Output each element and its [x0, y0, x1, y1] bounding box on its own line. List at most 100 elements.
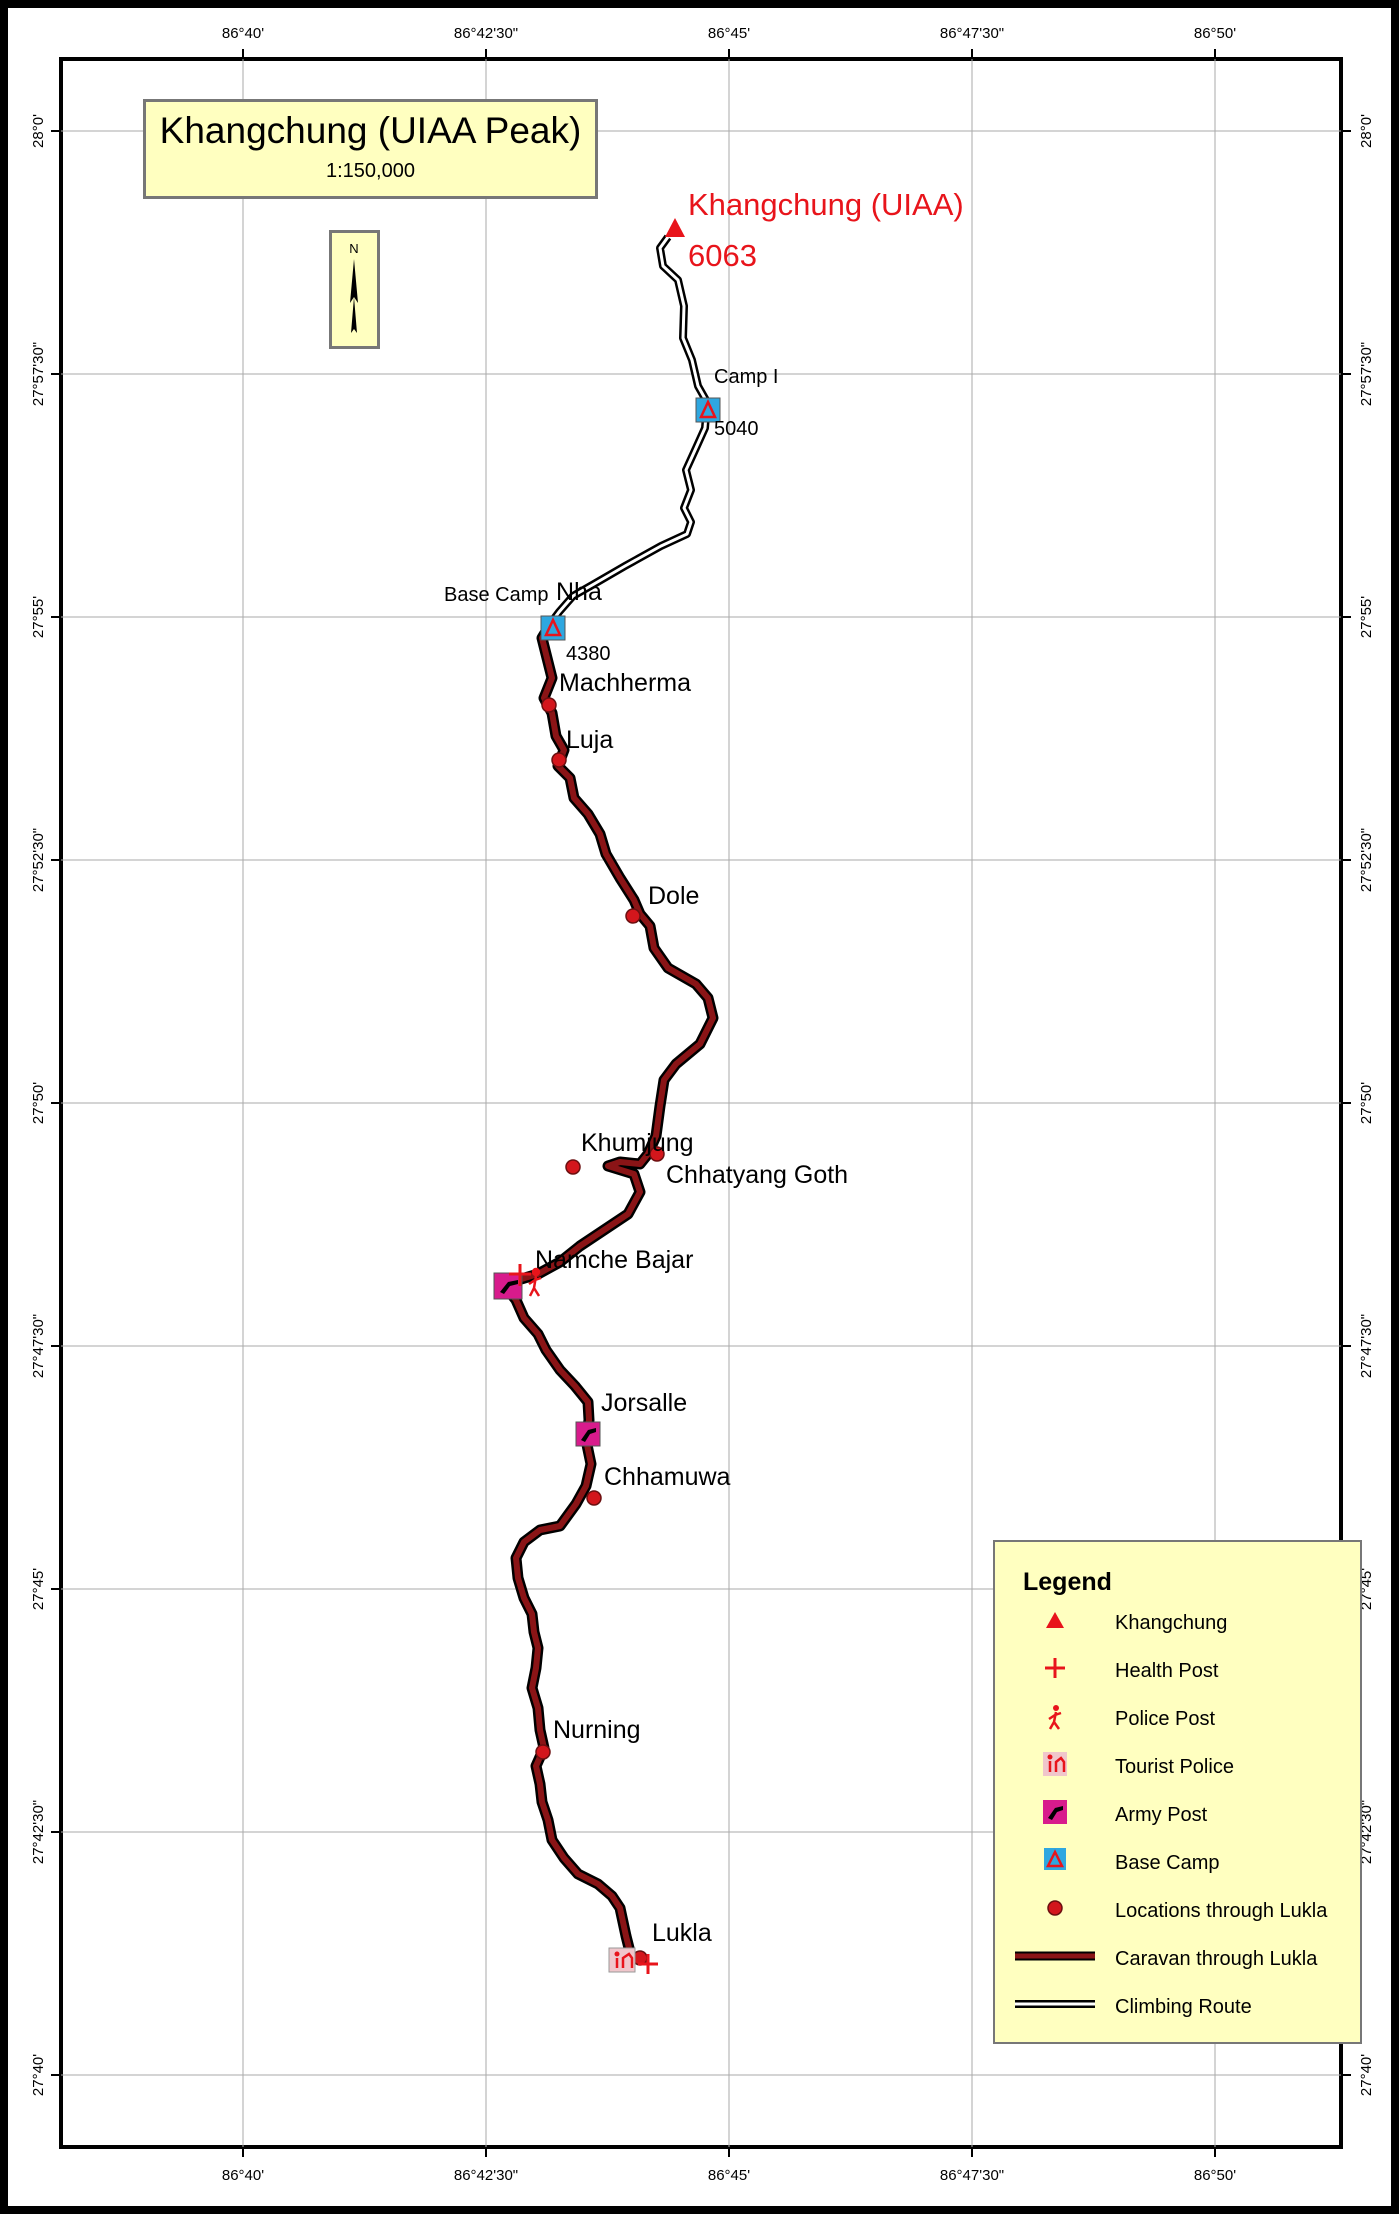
location-dot-luja — [551, 752, 567, 768]
lat-label-left: 27°50' — [30, 1082, 47, 1124]
lat-label-right: 27°42'30" — [1358, 1800, 1375, 1864]
lukla-tourist-police — [608, 1947, 636, 1973]
tourist-police-icon — [1043, 1752, 1067, 1776]
lat-label-left: 27°57'30" — [30, 342, 47, 406]
lon-label-top: 86°47'30" — [940, 25, 1004, 42]
north-label: N — [349, 241, 358, 256]
place-label-nha: Nha — [556, 578, 602, 606]
legend-title: Legend — [1023, 1568, 1112, 1596]
location-dot-icon — [1047, 1900, 1063, 1916]
health-post-icon — [638, 1954, 658, 1974]
legend-item-locations: Locations through Lukla — [995, 1890, 1360, 1940]
camp-1-marker — [695, 397, 721, 423]
police-post-icon — [528, 1267, 542, 1297]
lat-label-left: 28°0' — [30, 114, 47, 148]
lon-label-bottom: 86°40' — [222, 2167, 264, 2184]
location-dot-chhamuwa — [586, 1490, 602, 1506]
north-arrow-box: N — [329, 230, 380, 349]
place-label-lukla: Lukla — [652, 1919, 712, 1947]
lon-label-bottom: 86°42'30" — [454, 2167, 518, 2184]
legend-item-health-post: Health Post — [995, 1650, 1360, 1700]
legend-label: Climbing Route — [1115, 1996, 1252, 2018]
place-label-machherma: Machherma — [559, 669, 691, 697]
legend-label: Khangchung — [1115, 1612, 1228, 1634]
place-label-chhamuwa: Chhamuwa — [604, 1463, 731, 1491]
lon-label-top: 86°40' — [222, 25, 264, 42]
legend-item-khangchung: Khangchung — [995, 1602, 1360, 1652]
peak-elevation: 6063 — [688, 238, 757, 273]
jorsalle-army-post — [575, 1421, 601, 1447]
legend-item-climbing-route: Climbing Route — [995, 1986, 1360, 2036]
lon-label-top: 86°50' — [1194, 25, 1236, 42]
namche-army-post — [493, 1272, 523, 1300]
lon-label-bottom: 86°45' — [708, 2167, 750, 2184]
place-label-nurning: Nurning — [553, 1716, 641, 1744]
place-label-chhatyang-goth: Chhatyang Goth — [666, 1161, 848, 1189]
place-label-dole: Dole — [648, 882, 699, 910]
lat-label-right: 27°55' — [1358, 596, 1375, 638]
location-dot-khumjung — [565, 1159, 581, 1175]
place-label-luja: Luja — [566, 726, 613, 754]
legend-panel: Legend Khangchung Health Post Police Pos… — [993, 1540, 1362, 2044]
lat-label-right: 27°40' — [1358, 2054, 1375, 2096]
lat-label-right: 27°47'30" — [1358, 1314, 1375, 1378]
lat-label-right: 27°50' — [1358, 1082, 1375, 1124]
legend-label: Tourist Police — [1115, 1756, 1234, 1778]
location-dots — [535, 697, 665, 1966]
place-label-jorsalle: Jorsalle — [601, 1389, 687, 1417]
legend-label: Base Camp — [1115, 1852, 1220, 1874]
lon-label-top: 86°45' — [708, 25, 750, 42]
legend-item-police-post: Police Post — [995, 1698, 1360, 1748]
camp-1-label: Camp I — [714, 366, 778, 388]
lat-label-left: 27°40' — [30, 2054, 47, 2096]
police-post-icon — [1048, 1705, 1062, 1730]
caravan-line-icon — [1015, 1951, 1095, 1961]
climbing-line-icon — [1015, 2000, 1095, 2008]
lat-label-right: 27°52'30" — [1358, 828, 1375, 892]
base-camp-marker — [540, 615, 566, 641]
peak-name: Khangchung (UIAA) — [688, 187, 964, 222]
location-dot-dole — [625, 908, 641, 924]
location-dot-chhatyang — [649, 1146, 665, 1162]
legend-label: Health Post — [1115, 1660, 1219, 1682]
map-title-box: Khangchung (UIAA Peak) 1:150,000 — [143, 99, 598, 199]
climbing-route — [549, 234, 711, 623]
lat-label-right: 28°0' — [1358, 114, 1375, 148]
base-camp-icon — [1044, 1848, 1066, 1870]
map-scale: 1:150,000 — [326, 160, 415, 182]
legend-item-base-camp: Base Camp — [995, 1842, 1360, 1892]
lat-label-left: 27°47'30" — [30, 1314, 47, 1378]
lon-label-top: 86°42'30" — [454, 25, 518, 42]
lat-label-left: 27°55' — [30, 596, 47, 638]
north-arrow-icon: N — [349, 241, 359, 333]
legend-label: Army Post — [1115, 1804, 1208, 1826]
lat-labels-right: 28°0' 27°57'30" 27°55' 27°52'30" 27°50' … — [1358, 114, 1375, 2096]
lat-label-left: 27°52'30" — [30, 828, 47, 892]
base-camp-label: Base Camp — [444, 584, 549, 606]
legend-item-tourist-police: Tourist Police — [995, 1746, 1360, 1796]
peak-triangle-icon — [1046, 1612, 1064, 1628]
army-post-icon — [1043, 1800, 1067, 1824]
peak-triangle-icon — [665, 218, 685, 237]
lat-label-right: 27°57'30" — [1358, 342, 1375, 406]
legend-label: Police Post — [1115, 1708, 1216, 1730]
place-label-khumjung: Khumjung — [581, 1129, 694, 1157]
health-post-icon — [509, 1264, 531, 1286]
map-title: Khangchung (UIAA Peak) — [159, 110, 582, 151]
health-cross-icon — [1045, 1658, 1065, 1678]
lat-label-right: 27°45' — [1358, 1568, 1375, 1610]
legend-item-caravan-route: Caravan through Lukla — [995, 1938, 1360, 1988]
lon-label-bottom: 86°50' — [1194, 2167, 1236, 2184]
location-dot-machherma — [541, 697, 557, 713]
map-canvas: 86°40' 86°42'30" 86°45' 86°47'30" 86°50'… — [30, 25, 1375, 2184]
lat-label-left: 27°42'30" — [30, 1800, 47, 1864]
camp-1-elevation: 5040 — [714, 418, 759, 440]
lat-labels-left: 28°0' 27°57'30" 27°55' 27°52'30" 27°50' … — [30, 114, 47, 2096]
map-page: 86°40' 86°42'30" 86°45' 86°47'30" 86°50'… — [8, 8, 1391, 2206]
location-dot-nurning — [535, 1744, 551, 1760]
lat-label-left: 27°45' — [30, 1568, 47, 1610]
legend-label: Caravan through Lukla — [1115, 1948, 1318, 1970]
graticule — [61, 59, 1341, 2147]
place-label-namche-bajar: Namche Bajar — [535, 1246, 693, 1274]
lon-label-bottom: 86°47'30" — [940, 2167, 1004, 2184]
